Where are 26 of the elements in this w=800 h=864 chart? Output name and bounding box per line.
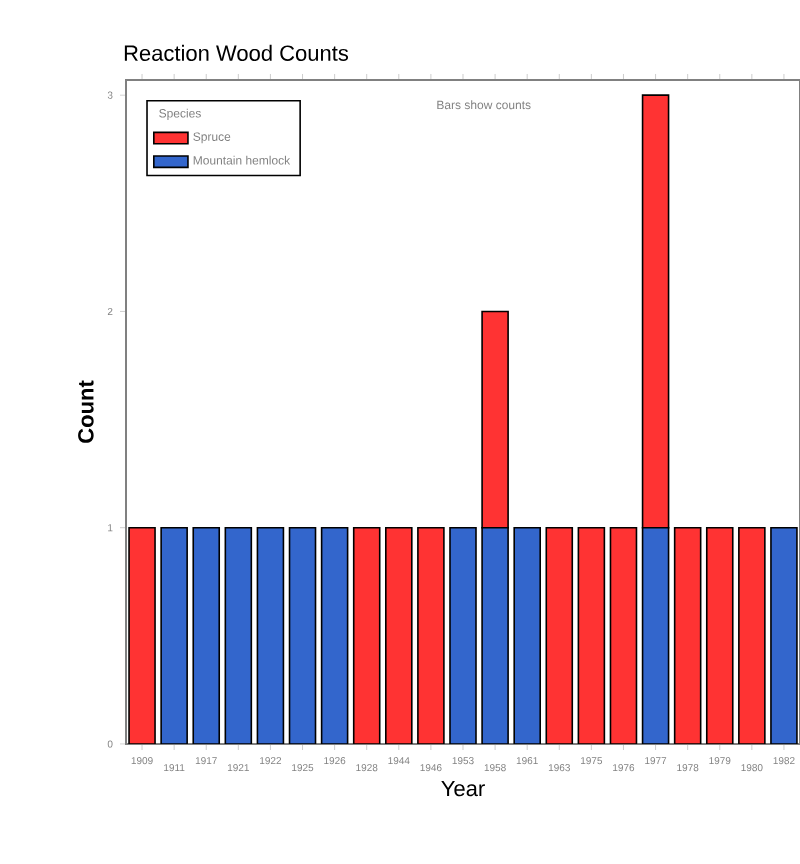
bar [545,526,574,744]
bar [609,526,638,744]
bar [320,526,349,744]
bar [224,526,253,744]
bar [481,310,509,529]
x-axis-title: Year [441,780,485,797]
bar [129,527,156,744]
y-axis-title: Count [78,380,94,443]
bar [417,526,445,744]
bar [352,526,381,744]
bar [385,526,413,744]
bar [738,526,766,744]
bar [449,526,477,744]
bar [770,526,798,744]
bar [482,527,509,744]
bar [288,526,317,744]
bar [192,526,221,744]
bar [160,526,188,744]
bar [673,526,702,744]
bar [513,526,541,744]
bar [256,526,285,744]
bar [641,526,670,744]
bar [641,94,670,529]
bar [577,526,606,744]
bar [705,526,734,744]
chart-title: Reaction Wood Counts [124,44,349,61]
